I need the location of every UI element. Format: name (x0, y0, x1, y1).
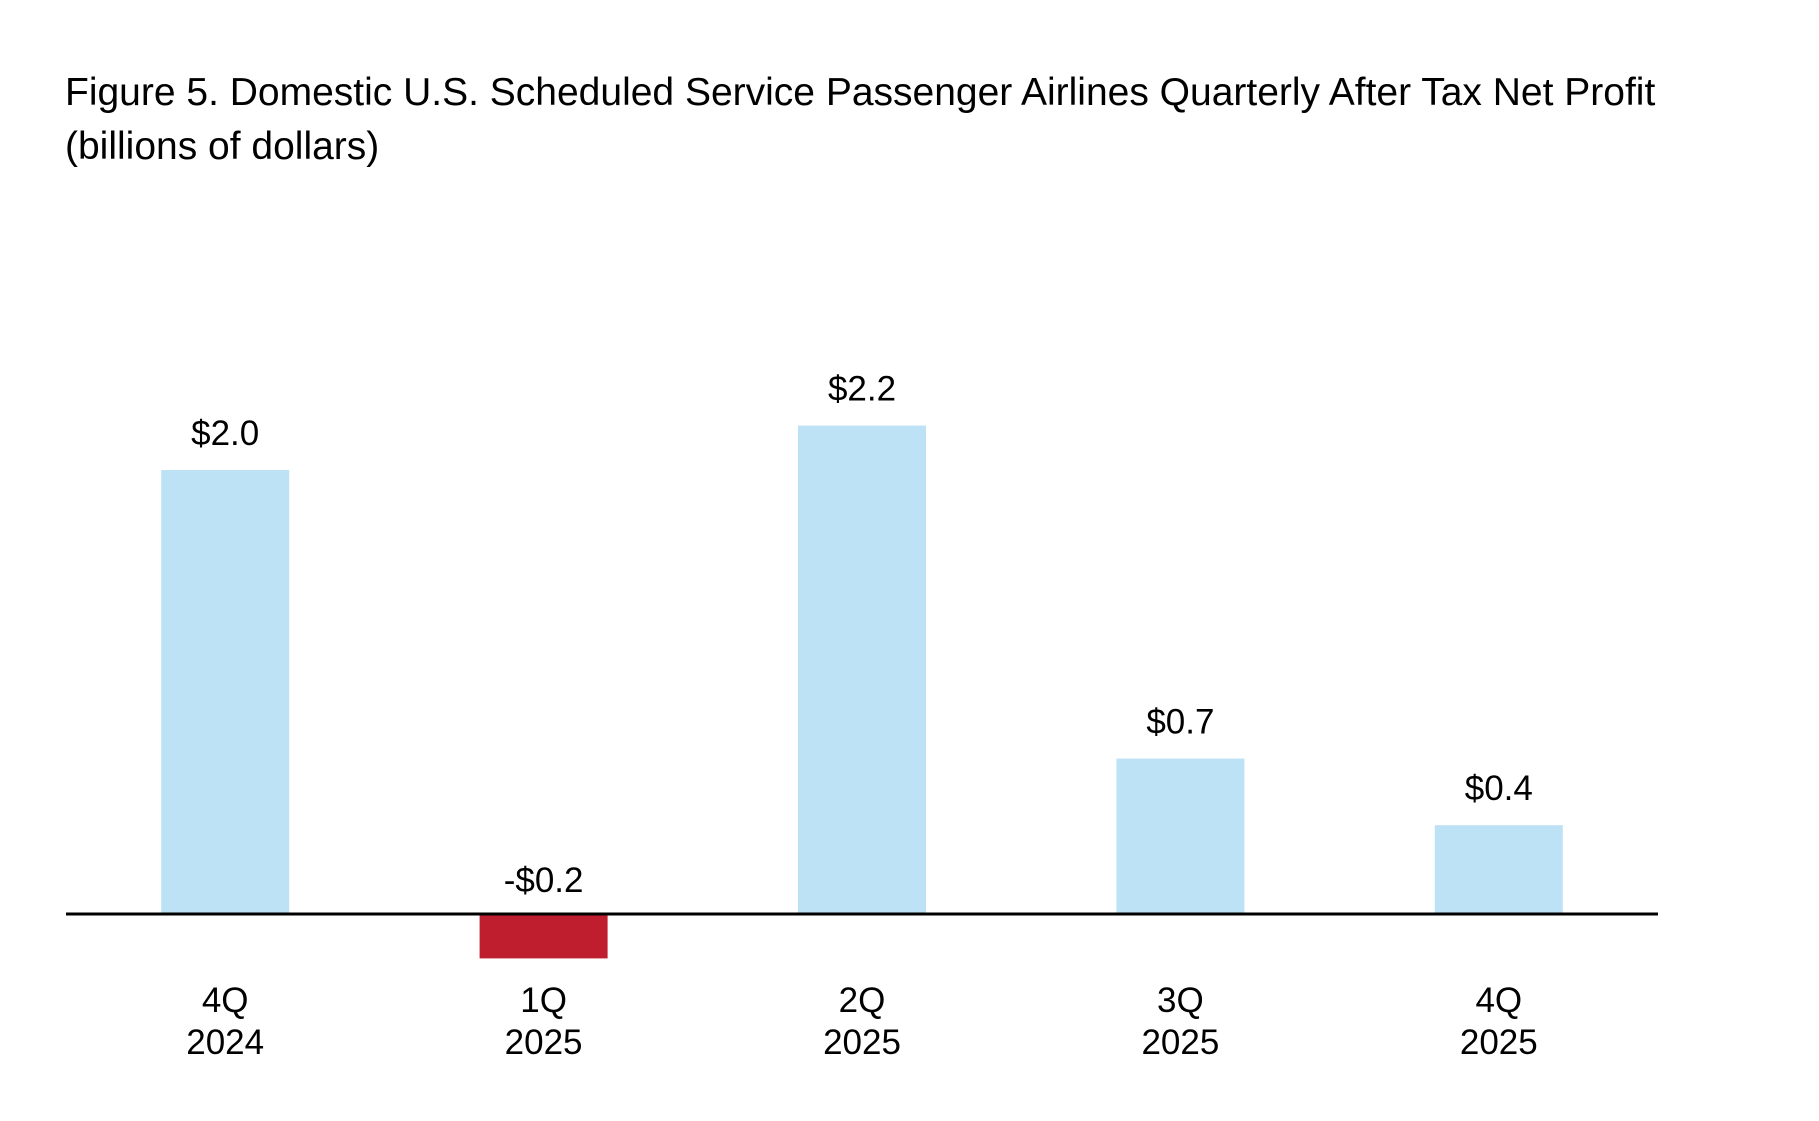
data-label-3: $0.7 (1146, 703, 1214, 742)
x-tick-label-3-line-1: 3Q (1157, 981, 1204, 1020)
bar-4 (1434, 825, 1563, 914)
x-tick-label-1-line-1: 1Q (520, 981, 567, 1020)
x-tick-label-2-line-2: 2025 (823, 1023, 901, 1062)
data-label-4: $0.4 (1465, 769, 1533, 808)
bar-0 (161, 470, 290, 914)
bar-2 (798, 425, 926, 914)
x-tick-label-3-line-2: 2025 (1141, 1023, 1219, 1062)
bar-1 (479, 914, 608, 959)
data-label-2: $2.2 (828, 370, 896, 409)
chart-title-line-2: (billions of dollars) (65, 125, 380, 168)
x-tick-label-0-line-1: 4Q (202, 981, 249, 1020)
data-labels-group: $2.0 -$0.2 $2.2 $0.7 $0.4 (191, 370, 1533, 900)
x-tick-label-4-line-1: 4Q (1475, 981, 1522, 1020)
bar-3 (1116, 758, 1245, 914)
bars-group (161, 425, 1563, 959)
x-tick-label-4-line-2: 2025 (1460, 1023, 1538, 1062)
x-tick-label-1-line-2: 2025 (505, 1023, 583, 1062)
data-label-0: $2.0 (191, 414, 259, 453)
x-tick-label-0-line-2: 2024 (186, 1023, 264, 1062)
chart-title-line-1: Figure 5. Domestic U.S. Scheduled Servic… (65, 71, 1656, 114)
chart-title: Figure 5. Domestic U.S. Scheduled Servic… (65, 66, 1785, 174)
data-label-1: -$0.2 (504, 861, 584, 900)
x-tick-label-2-line-1: 2Q (839, 981, 886, 1020)
